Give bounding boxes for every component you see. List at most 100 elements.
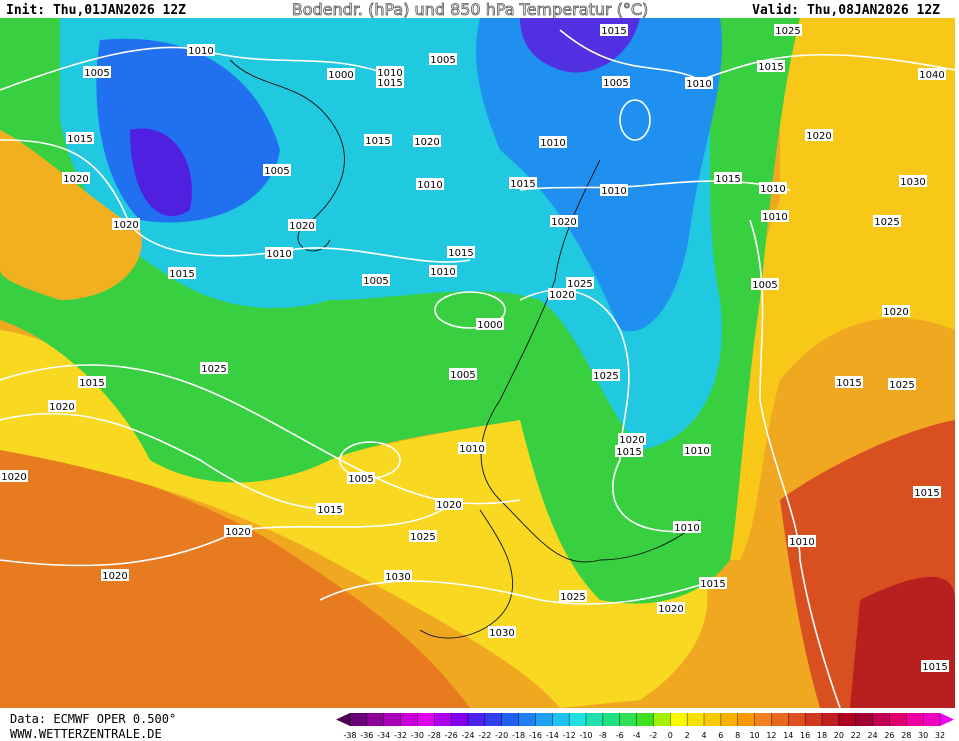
colorbar-segment: [670, 713, 688, 726]
isobar-label: 1020: [883, 307, 908, 318]
isobar-label-bg: [376, 76, 404, 88]
isobar: [434, 291, 506, 329]
isobar-label: 1005: [752, 280, 777, 291]
isobar: [319, 580, 701, 605]
colorbar-label: 32: [935, 731, 945, 740]
colorbar-label: 10: [749, 731, 759, 740]
isobar-label: 1015: [67, 134, 92, 145]
isobar-label: 1010: [686, 79, 711, 90]
isobar-label: 1005: [348, 474, 373, 485]
isobar-label-bg: [347, 472, 375, 484]
isobar-label-bg: [657, 602, 685, 614]
isobar: [749, 219, 841, 709]
isobar-label: 1025: [889, 380, 914, 391]
colorbar-segment: [350, 713, 368, 726]
isobar-label-bg: [548, 288, 576, 300]
isobar-label-bg: [788, 535, 816, 547]
isobar-label: 1025: [201, 364, 226, 375]
isobar-label-bg: [429, 53, 457, 65]
colorbar-label: -6: [616, 731, 624, 740]
isobar-label-bg: [921, 660, 949, 672]
isobar-label: 1020: [63, 174, 88, 185]
colorbar-label: -16: [529, 731, 542, 740]
isobar-label-bg: [458, 442, 486, 454]
colorbar-segment: [417, 713, 435, 726]
isobar-label: 1015: [758, 62, 783, 73]
isobar-label-bg: [761, 210, 789, 222]
colorbar-arrow: [940, 713, 954, 726]
coastline: [419, 509, 514, 639]
colorbar-label: 18: [817, 731, 827, 740]
header-bg: [0, 0, 959, 18]
isobar-label-bg: [263, 164, 291, 176]
isobar-label: 1020: [113, 220, 138, 231]
field-blue-north: [476, 18, 723, 332]
isobar-label-bg: [316, 503, 344, 515]
website: WWW.WETTERZENTRALE.DE: [10, 727, 162, 741]
isobar-label-bg: [918, 68, 946, 80]
isobar-label-bg: [550, 215, 578, 227]
isobar-label-bg: [488, 626, 516, 638]
isobar-label-bg: [751, 278, 779, 290]
isobar-label: 1015: [922, 662, 947, 673]
isobar-label-bg: [364, 134, 392, 146]
isobar-label: 1020: [225, 527, 250, 538]
isobar-label-bg: [759, 182, 787, 194]
colorbar-label: 22: [851, 731, 861, 740]
isobar-label-bg: [602, 76, 630, 88]
isobar-label: 1020: [549, 290, 574, 301]
isobar: [619, 99, 651, 141]
isobar-label: 1030: [900, 177, 925, 188]
isobar: [0, 139, 471, 263]
isobar-label: 1010: [540, 138, 565, 149]
colorbar-segment: [771, 713, 789, 726]
colorbar-label: -28: [428, 731, 441, 740]
isobar-label-bg: [509, 177, 537, 189]
colorbar-label: 28: [901, 731, 911, 740]
isobar-label: 1020: [619, 435, 644, 446]
colorbar-segment: [805, 713, 823, 726]
colorbar-label: -14: [546, 731, 559, 740]
colorbar-segment: [737, 713, 756, 726]
colorbar-segment: [602, 713, 621, 726]
isobar-label: 1005: [264, 166, 289, 177]
colorbar-label: 4: [701, 731, 706, 740]
isobar-label: 1010: [377, 68, 402, 79]
isobar-label-bg: [200, 362, 228, 374]
isobar-label: 1025: [567, 279, 592, 290]
colorbar-segment: [653, 713, 671, 726]
isobar-label-bg: [559, 590, 587, 602]
colorbar: -38 -36 -34 -32 -30 -28 -26 -24 -22 -20 -18 -16 -14-…: [336, 713, 954, 740]
colorbar-segment: [619, 713, 638, 726]
isobar-label-bg: [447, 246, 475, 258]
isobar-label: 1020: [102, 571, 127, 582]
isobar-label: 1020: [806, 131, 831, 142]
colorbar-segment: [400, 713, 418, 726]
isobar-label-bg: [592, 369, 620, 381]
isobar-label: 1015: [317, 505, 342, 516]
isobar-label: 1015: [169, 269, 194, 280]
isobar-label-bg: [774, 24, 802, 36]
colorbar-segment: [518, 713, 536, 726]
isobar-label-bg: [168, 267, 196, 279]
isobar-label: 1015: [836, 378, 861, 389]
isobar-label: 1010: [762, 212, 787, 223]
isobar-label: 1010: [684, 446, 709, 457]
colorbar-label: 30: [918, 731, 928, 740]
isobar-label: 1010: [601, 186, 626, 197]
isobar-label-bg: [416, 178, 444, 190]
field-atlantic: [0, 130, 142, 300]
isobar-label-bg: [112, 218, 140, 230]
colorbar-label: 6: [718, 731, 723, 740]
colorbar-segment: [586, 713, 604, 726]
isobar-label-bg: [882, 305, 910, 317]
isobar-label-bg: [435, 498, 463, 510]
isobar-label: 1020: [49, 402, 74, 413]
colorbar-label: 14: [783, 731, 793, 740]
data-source: Data: ECMWF OPER 0.500°: [10, 712, 176, 726]
isobar: [519, 180, 791, 191]
isobar-label-bg: [66, 132, 94, 144]
isobar-label: 1015: [914, 488, 939, 499]
colorbar-segment: [923, 713, 941, 726]
